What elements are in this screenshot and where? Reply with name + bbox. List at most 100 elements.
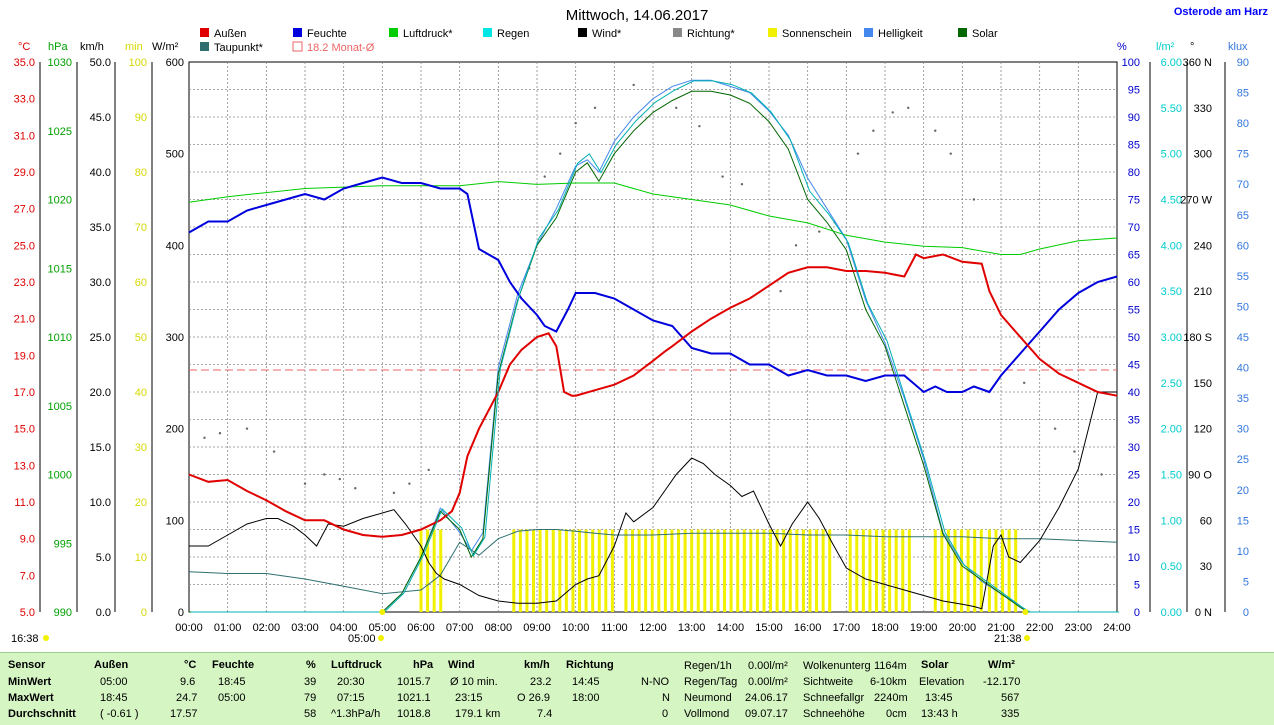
- axis-tick-pct: 10: [1128, 552, 1140, 564]
- axis-tick-min: 90: [135, 112, 147, 124]
- luftdruck-avg-val: 1018.8: [397, 708, 431, 720]
- wind-max-time: 23:15: [455, 692, 483, 704]
- axis-tick-min: 10: [135, 552, 147, 564]
- legend-label: Sonnenschein: [782, 28, 852, 40]
- axis-tick-temp: 17.0: [14, 387, 35, 399]
- x-tick-label: 24:00: [1103, 622, 1131, 634]
- sunshine-bar: [855, 529, 859, 612]
- wind-direction-dot: [818, 230, 821, 233]
- sunshine-bar: [512, 529, 516, 612]
- axis-tick-pct: 25: [1128, 470, 1140, 482]
- series-line-wind: [189, 391, 1117, 610]
- sunshine-bar: [426, 529, 430, 612]
- axis-tick-deg: 0 N: [1195, 607, 1212, 619]
- x-tick-label: 02:00: [253, 622, 281, 634]
- feuchte-max-val: 79: [304, 692, 317, 704]
- sunshine-bar: [907, 529, 911, 612]
- axis-tick-pct: 30: [1128, 442, 1140, 454]
- wind-unit: km/h: [524, 659, 550, 671]
- axis-tick-deg: 30: [1200, 561, 1212, 573]
- x-tick-label: 08:00: [485, 622, 513, 634]
- sunshine-bar: [551, 529, 555, 612]
- sunshine-bar: [775, 529, 779, 612]
- axis-tick-temp: 21.0: [14, 314, 35, 326]
- legend-label: Taupunkt*: [214, 42, 264, 54]
- schneefall-val: 2240m: [874, 692, 908, 704]
- x-tick-label: 14:00: [717, 622, 745, 634]
- legend-swatch: [578, 28, 587, 37]
- sunshine-bar: [1014, 529, 1018, 612]
- axis-tick-klux: 65: [1237, 210, 1249, 222]
- axis-tick-klux: 45: [1237, 332, 1249, 344]
- wind-direction-dot: [632, 83, 635, 87]
- axis-tick-min: 50: [135, 332, 147, 344]
- richtung-val3: 0: [662, 708, 669, 720]
- axis-tick-deg: 270 W: [1180, 195, 1212, 207]
- wind-direction-dot: [408, 482, 411, 485]
- vollmond-label: Vollmond: [684, 708, 730, 720]
- wolken-label: Wolkenunterg: [803, 660, 871, 672]
- x-tick-label: 00:00: [175, 622, 203, 634]
- regen-1h-val: 0.00l/m²: [748, 660, 788, 672]
- wind-direction-dot: [427, 468, 430, 472]
- wind-direction-dot: [779, 289, 782, 293]
- sichtweite-val: 6-10km: [870, 676, 907, 688]
- sunshine-bar: [815, 529, 819, 612]
- regen-curve: [191, 80, 1119, 613]
- axis-tick-temp: 11.0: [14, 497, 35, 509]
- x-tick-label: 12:00: [639, 622, 667, 634]
- wind-direction-dot: [740, 183, 744, 186]
- sunshine-bar: [677, 529, 681, 612]
- wind-max-val: O 26.9: [517, 692, 551, 704]
- sunset-label: 21:38: [994, 633, 1022, 645]
- legend-label: Helligkeit: [878, 28, 923, 40]
- axis-tick-klux: 0: [1243, 607, 1249, 619]
- axis-tick-wm2: 500: [166, 149, 184, 161]
- sunshine-bar: [821, 529, 825, 612]
- regen-tag-val: 0.00l/m²: [748, 676, 788, 688]
- axis-tick-temp: 27.0: [14, 204, 35, 216]
- axis-tick-pct: 5: [1134, 580, 1140, 592]
- richtung-val2: N: [662, 692, 670, 704]
- axis-tick-pct: 95: [1128, 85, 1140, 97]
- solar-avg-val: 335: [1001, 708, 1020, 720]
- wind-direction-dot: [354, 487, 357, 490]
- sunshine-bar: [597, 529, 601, 612]
- solar-elev-label: Elevation: [919, 676, 965, 688]
- axis-tick-deg: 150: [1194, 378, 1212, 390]
- sunshine-bar: [979, 529, 983, 612]
- sunrise-marker: [379, 609, 386, 615]
- axis-tick-kmh: 15.0: [90, 442, 111, 454]
- axis-unit-temp: °C: [18, 41, 30, 53]
- legend-label: Solar: [972, 28, 998, 40]
- series-line-feuchte: [188, 176, 1118, 394]
- axis-tick-lm2: 4.00: [1161, 240, 1182, 252]
- wind-direction-dot: [392, 491, 396, 495]
- sunshine-bar: [1007, 529, 1011, 612]
- axis-tick-pct: 45: [1128, 360, 1140, 372]
- x-tick-label: 10:00: [562, 622, 590, 634]
- wind-direction-dot: [543, 175, 546, 178]
- axis-tick-hpa: 995: [54, 538, 72, 550]
- legend-swatch: [389, 28, 398, 37]
- sunshine-bar: [532, 529, 536, 612]
- axis-tick-min: 100: [129, 57, 147, 69]
- richtung-time2: 18:00: [572, 692, 600, 704]
- sunshine-bar: [571, 529, 575, 612]
- sunshine-bar: [558, 529, 562, 612]
- wind-direction-dot: [1073, 450, 1076, 453]
- axis-tick-pct: 55: [1128, 305, 1140, 317]
- row-minwert: MinWert: [8, 676, 52, 688]
- schneehoehe-label: Schneehöhe: [803, 708, 865, 720]
- sunshine-bar: [881, 529, 885, 612]
- axis-tick-deg: 330: [1194, 103, 1212, 115]
- axis-tick-kmh: 40.0: [90, 167, 111, 179]
- neumond-val: 24.06.17: [745, 692, 788, 704]
- axis-tick-deg: 90 O: [1188, 470, 1212, 482]
- x-tick-label: 09:00: [523, 622, 551, 634]
- vollmond-val: 09.07.17: [745, 708, 788, 720]
- axis-tick-klux: 40: [1237, 363, 1249, 375]
- x-tick-label: 03:00: [291, 622, 319, 634]
- axis-unit-wm2: W/m²: [152, 41, 179, 53]
- sichtweite-label: Sichtweite: [803, 676, 854, 688]
